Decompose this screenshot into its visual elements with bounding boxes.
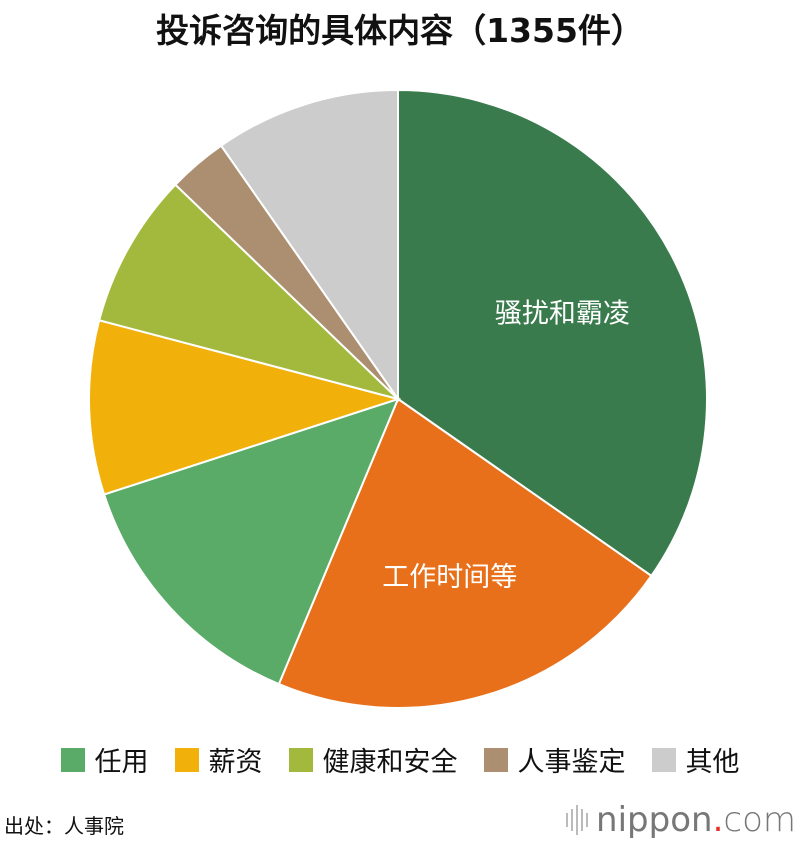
logo-name: nippon — [596, 800, 713, 840]
chart-title: 投诉咨询的具体内容（1355件） — [156, 11, 644, 50]
legend-label: 健康和安全 — [322, 747, 458, 778]
source-note: 出处：人事院 — [4, 814, 124, 838]
logo-suffix: com — [723, 800, 796, 840]
legend-label: 人事鉴定 — [517, 747, 626, 778]
pie-slice — [97, 183, 402, 401]
pie-slice — [397, 88, 708, 578]
logo-dot: . — [712, 800, 724, 840]
pie-slice — [88, 319, 402, 496]
nippon-logo: nippon.com — [566, 800, 796, 840]
legend-item: 任用 — [60, 740, 149, 779]
legend-swatch — [174, 747, 199, 772]
legend-item: 人事鉴定 — [483, 740, 626, 779]
legend-label: 其他 — [685, 747, 740, 778]
legend-swatch — [483, 747, 508, 772]
legend-swatch — [288, 747, 313, 772]
legend-label: 薪资 — [208, 747, 263, 778]
pie-slice — [219, 88, 399, 403]
legend-item: 薪资 — [174, 740, 263, 779]
legend: 任用 薪资 健康和安全 人事鉴定 其他 — [0, 740, 800, 779]
logo-bars-icon — [566, 805, 589, 835]
pie-slice — [102, 397, 400, 686]
legend-swatch — [60, 747, 85, 772]
legend-item: 其他 — [651, 740, 740, 779]
legend-item: 健康和安全 — [288, 740, 458, 779]
legend-label: 任用 — [94, 747, 149, 778]
slice-label: 工作时间等 — [382, 562, 517, 593]
legend-swatch — [651, 747, 676, 772]
pie-slice — [277, 397, 653, 709]
slice-label: 骚扰和霸凌 — [495, 298, 630, 329]
